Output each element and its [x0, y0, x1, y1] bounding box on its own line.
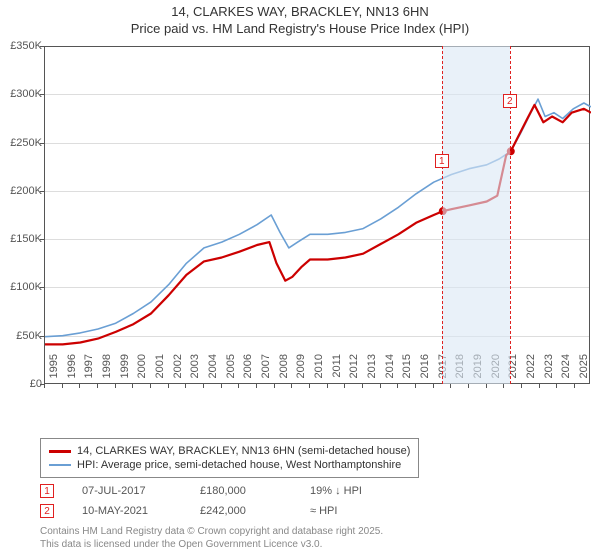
ytick-label: £200K	[10, 185, 42, 197]
ytick-label: £100K	[10, 281, 42, 293]
marker-vline	[442, 46, 443, 384]
xtick-label: 2015	[401, 354, 413, 388]
chart-area: £0£50K£100K£150K£200K£250K£300K£350K 199…	[0, 40, 600, 424]
callout-badge: 2	[503, 94, 517, 108]
callout-badge: 1	[435, 154, 449, 168]
xtick-label: 2023	[543, 354, 555, 388]
xtick-label: 2012	[348, 354, 360, 388]
footer-line-1: Contains HM Land Registry data © Crown c…	[40, 526, 580, 539]
xtick-label: 2024	[560, 354, 572, 388]
legend-text-1: 14, CLARKES WAY, BRACKLEY, NN13 6HN (sem…	[77, 445, 410, 457]
marker-row-2: 2 10-MAY-2021 £242,000 ≈ HPI	[40, 504, 580, 518]
marker-price-1: £180,000	[200, 485, 310, 497]
marker-badge-2: 2	[40, 504, 54, 518]
ytick-label: £50K	[16, 330, 42, 342]
xtick-label: 2003	[189, 354, 201, 388]
ytick-label: £300K	[10, 88, 42, 100]
legend-row-1: 14, CLARKES WAY, BRACKLEY, NN13 6HN (sem…	[49, 445, 410, 457]
xtick-label: 2005	[225, 354, 237, 388]
xtick-label: 1998	[101, 354, 113, 388]
legend-text-2: HPI: Average price, semi-detached house,…	[77, 459, 401, 471]
xtick-label: 2001	[154, 354, 166, 388]
ytick-label: £150K	[10, 233, 42, 245]
marker-row-1: 1 07-JUL-2017 £180,000 19% ↓ HPI	[40, 484, 580, 498]
ytick-label: £250K	[10, 137, 42, 149]
xtick-label: 1999	[119, 354, 131, 388]
xtick-label: 2006	[242, 354, 254, 388]
xtick-label: 2022	[525, 354, 537, 388]
xtick-label: 2002	[172, 354, 184, 388]
xtick-label: 2014	[384, 354, 396, 388]
xtick-label: 2009	[295, 354, 307, 388]
shaded-range	[442, 46, 510, 384]
title-line-1: 14, CLARKES WAY, BRACKLEY, NN13 6HN	[0, 4, 600, 21]
marker-date-1: 07-JUL-2017	[82, 485, 200, 497]
footer-line-2: This data is licensed under the Open Gov…	[40, 539, 580, 552]
legend-swatch-blue	[49, 464, 71, 466]
marker-price-2: £242,000	[200, 505, 310, 517]
chart-title: 14, CLARKES WAY, BRACKLEY, NN13 6HN Pric…	[0, 0, 600, 38]
footer: Contains HM Land Registry data © Crown c…	[40, 526, 580, 551]
legend-row-2: HPI: Average price, semi-detached house,…	[49, 459, 410, 471]
xtick-label: 1996	[66, 354, 78, 388]
xtick-label: 2016	[419, 354, 431, 388]
xtick-label: 2025	[578, 354, 590, 388]
marker-badge-1: 1	[40, 484, 54, 498]
xtick-label: 1995	[48, 354, 60, 388]
marker-pct-1: 19% ↓ HPI	[310, 485, 400, 497]
title-line-2: Price paid vs. HM Land Registry's House …	[0, 21, 600, 38]
xtick-label: 2004	[207, 354, 219, 388]
marker-pct-2: ≈ HPI	[310, 505, 400, 517]
legend-swatch-red	[49, 450, 71, 453]
xtick-label: 2008	[278, 354, 290, 388]
legend-box: 14, CLARKES WAY, BRACKLEY, NN13 6HN (sem…	[40, 438, 419, 478]
ytick-label: £350K	[10, 40, 42, 52]
xtick-label: 2011	[331, 354, 343, 388]
xtick-label: 2013	[366, 354, 378, 388]
xtick-label: 2000	[136, 354, 148, 388]
xtick-label: 2010	[313, 354, 325, 388]
xtick-label: 1997	[83, 354, 95, 388]
xtick-label: 2007	[260, 354, 272, 388]
marker-date-2: 10-MAY-2021	[82, 505, 200, 517]
